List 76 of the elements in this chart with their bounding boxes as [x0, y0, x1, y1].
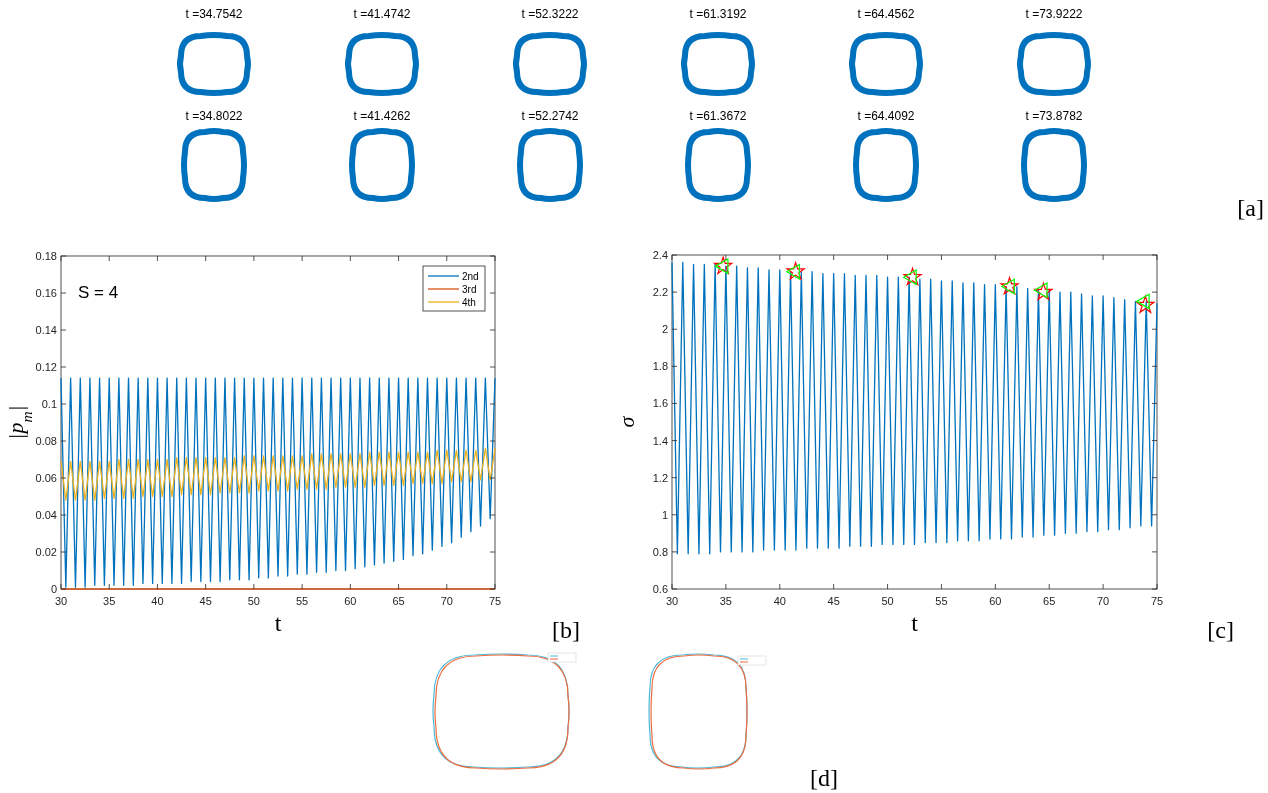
legend-label: 4th [462, 297, 476, 308]
y-tick-label: 1.6 [652, 397, 668, 410]
y-axis-title: σ [614, 415, 639, 428]
text: [d] [810, 765, 838, 791]
text: t =61.3192 [689, 7, 747, 21]
y-tick-label: 2.2 [652, 286, 668, 299]
y-tick-label: 0.6 [652, 583, 668, 595]
text: t =34.8022 [185, 109, 243, 123]
line-series [60, 377, 496, 588]
point [786, 262, 805, 280]
point [786, 263, 800, 280]
y-tick-label: 0 [50, 583, 57, 595]
y-tick-label: 0.12 [35, 361, 57, 373]
y-tick-label: 0.08 [35, 435, 57, 447]
point [1033, 282, 1048, 299]
x-tick-label: 35 [719, 595, 733, 607]
x-tick-label: 75 [488, 595, 502, 607]
y-tick-label: 1.4 [652, 434, 668, 447]
y-tick-label: 0.02 [35, 546, 57, 558]
y-tick-label: 2 [661, 323, 668, 336]
x-tick-label: 45 [827, 595, 840, 607]
y-tick-label: 2.4 [652, 249, 668, 261]
x-tick-label: 50 [881, 595, 894, 607]
point [1000, 276, 1019, 295]
point [903, 267, 922, 286]
y-tick-label: 0.8 [652, 545, 668, 558]
x-tick-label: 75 [1150, 595, 1164, 607]
x-tick-label: 35 [103, 595, 116, 607]
x-tick-label: 65 [1043, 595, 1056, 607]
x-tick-label: 55 [295, 595, 309, 607]
text: t =64.4562 [857, 7, 915, 21]
x-tick-label: 60 [989, 595, 1002, 607]
point [903, 269, 917, 286]
text: t =64.4092 [857, 109, 915, 123]
x-tick-label: 50 [247, 595, 261, 607]
x-tick-label: 55 [935, 595, 948, 607]
y-tick-label: 0.18 [35, 250, 57, 262]
x-axis-title: t [274, 610, 282, 636]
text: [a] [1237, 195, 1264, 221]
y-tick-label: 1 [661, 508, 668, 521]
y-tick-label: 1.2 [652, 471, 668, 484]
legend-label: 3rd [462, 284, 477, 295]
x-tick-label: 30 [665, 595, 679, 607]
y-tick-label: 1.8 [652, 360, 668, 373]
point [1034, 282, 1053, 300]
line-series [60, 447, 496, 501]
x-tick-label: 40 [773, 595, 786, 607]
y-tick-label: 0.16 [35, 287, 57, 299]
text: [c] [1207, 617, 1234, 643]
y-tick-label: 0.06 [35, 472, 57, 484]
text: t =41.4262 [353, 109, 411, 123]
text: t =61.3672 [689, 109, 747, 123]
text: t =73.9222 [1025, 7, 1083, 21]
x-tick-label: 40 [151, 595, 164, 607]
text: t =52.3222 [521, 7, 579, 21]
text: t =52.2742 [521, 109, 579, 123]
text: [b] [552, 617, 580, 643]
legend-label: 2nd [462, 271, 479, 282]
point [1001, 278, 1015, 295]
point [714, 256, 733, 274]
x-tick-label: 70 [440, 595, 453, 607]
x-axis-title: t [911, 610, 919, 636]
x-tick-label: 30 [54, 595, 68, 607]
x-tick-label: 45 [199, 595, 212, 607]
point [1136, 295, 1155, 313]
x-tick-label: 70 [1096, 595, 1110, 607]
text: t =41.4742 [353, 7, 411, 21]
text: t =73.8782 [1025, 109, 1083, 123]
x-tick-label: 65 [392, 595, 405, 607]
x-tick-label: 60 [344, 595, 357, 607]
annotation: S = 4 [78, 283, 119, 302]
y-tick-label: 0.14 [35, 324, 57, 336]
text: t =34.7542 [185, 7, 243, 21]
point [1136, 293, 1150, 310]
y-tick-label: 0.04 [35, 509, 57, 521]
y-tick-label: 0.1 [41, 398, 57, 410]
